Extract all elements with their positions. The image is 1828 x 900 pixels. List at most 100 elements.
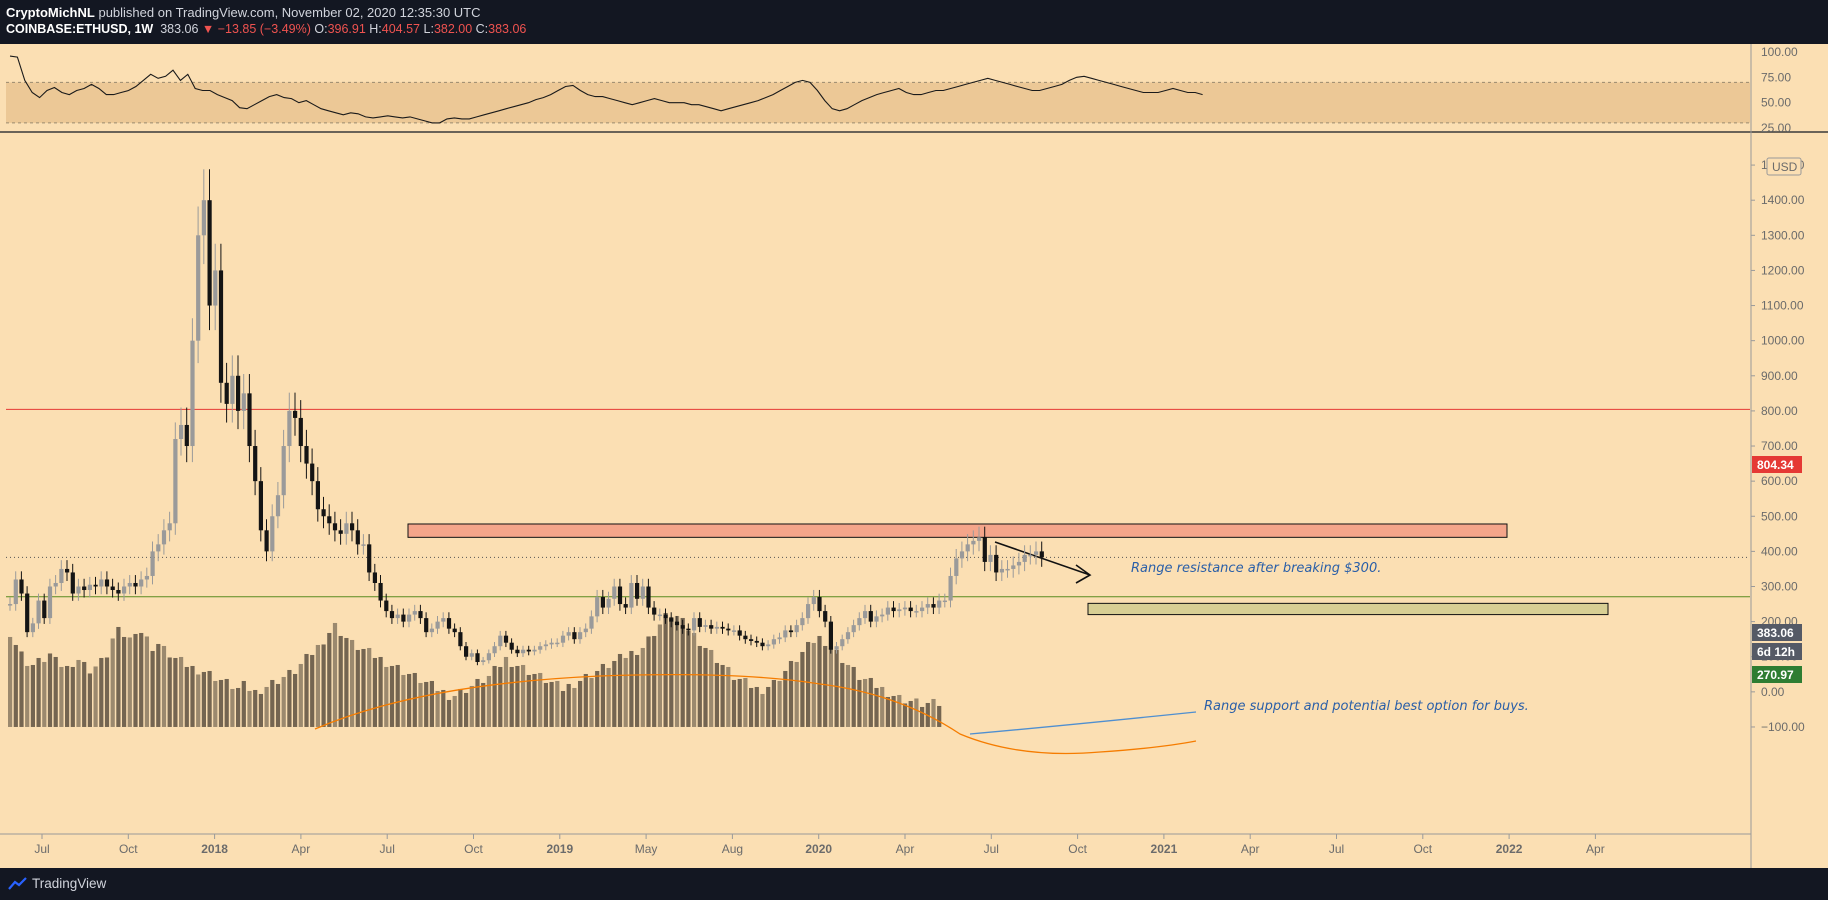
volume-bar [361, 648, 366, 727]
volume-bar [509, 666, 514, 727]
volume-bar [412, 672, 417, 727]
candle-body [30, 623, 35, 633]
volume-bar [646, 636, 651, 727]
volume-bar [441, 689, 446, 727]
chart-area[interactable]: 1500.001400.001300.001200.001100.001000.… [0, 44, 1828, 868]
candle-body [880, 614, 885, 617]
candle-body [709, 625, 714, 629]
volume-bar [87, 673, 92, 727]
price-tick-label: 400.00 [1761, 544, 1798, 558]
candle-body [36, 600, 41, 624]
candle-body [743, 635, 748, 640]
candle-body [885, 607, 890, 615]
candle-body [863, 611, 868, 619]
volume-bar [686, 630, 691, 727]
publish-info: CryptoMichNL published on TradingView.co… [6, 5, 481, 20]
time-tick-label: May [635, 842, 658, 856]
support-price-label: 270.97 [1757, 668, 1794, 682]
candle-body [777, 637, 782, 640]
volume-bar [65, 665, 70, 727]
candle-body [1039, 551, 1044, 558]
rsi-band [6, 82, 1750, 123]
candle-body [82, 586, 87, 591]
price-tick-label: 600.00 [1761, 474, 1798, 488]
candle-body [857, 618, 862, 626]
volume-bar [241, 680, 246, 727]
candle-body [600, 597, 605, 608]
candle-body [845, 632, 851, 640]
volume-bar [475, 678, 480, 727]
volume-bar [851, 666, 856, 727]
volume-bar [355, 649, 360, 727]
volume-bar [863, 678, 868, 727]
candle-body [236, 375, 241, 411]
candle-body [361, 544, 366, 546]
volume-bar [344, 637, 349, 727]
volume-bar [139, 632, 144, 727]
volume-bar [446, 699, 452, 727]
volume-bar [623, 657, 628, 727]
time-axis[interactable]: Jul Oct 2018 Apr Jul Oct 2019 May Aug 2020 Apr Jul O… [0, 833, 1751, 856]
candle-body [213, 270, 218, 306]
candle-body [298, 417, 303, 447]
price-pane[interactable] [6, 169, 1750, 755]
volume-bar [714, 662, 719, 727]
candle-body [144, 575, 149, 580]
price-tick-label: 1100.00 [1761, 299, 1804, 313]
volume-bar [692, 632, 697, 727]
candle-body [771, 639, 776, 645]
candle-body [327, 516, 332, 524]
candle-body [418, 611, 423, 619]
candle-body [811, 597, 816, 605]
price-tick-label: 500.00 [1761, 509, 1798, 523]
candle-body [965, 544, 970, 552]
candle-body [714, 626, 719, 629]
tradingview-logo-icon[interactable] [8, 877, 28, 891]
candle-body [367, 544, 372, 573]
volume-bar [127, 637, 132, 727]
volume-bar [8, 636, 13, 727]
volume-bar [669, 616, 674, 727]
volume-bar [389, 665, 395, 727]
candle-body [566, 632, 571, 636]
rsi-pane[interactable] [0, 55, 1828, 133]
volume-bar [794, 661, 799, 727]
close-label: C: [475, 22, 489, 36]
candle-body [104, 579, 110, 587]
candle-body [412, 611, 417, 615]
volume-bar [201, 671, 206, 727]
candle-body [167, 523, 172, 531]
volume-bar [766, 686, 771, 727]
volume-bar [868, 677, 873, 727]
volume-bar [93, 666, 98, 727]
candle-body [355, 530, 360, 545]
volume-bar [435, 690, 440, 727]
volume-bar [640, 647, 645, 727]
candle-body [76, 586, 81, 594]
time-tick-label: Oct [119, 842, 138, 856]
volume-bar [30, 664, 35, 727]
candle-body [560, 635, 566, 643]
author-name[interactable]: CryptoMichNL [6, 5, 95, 20]
volume-bar [218, 679, 224, 727]
candle-body [424, 618, 429, 633]
volume-bar [498, 666, 503, 727]
time-tick-label: Apr [896, 842, 915, 856]
price-tick-label: 1400.00 [1761, 193, 1805, 207]
candle-body [1011, 565, 1016, 569]
candle-body [173, 439, 178, 524]
candle-body [828, 621, 833, 650]
candle-body [247, 393, 252, 447]
tradingview-brand[interactable]: TradingView [32, 876, 107, 891]
candle-body [378, 582, 383, 601]
candle-body [749, 639, 754, 641]
price-tick-label: 300.00 [1761, 580, 1798, 594]
candle-body [338, 530, 343, 534]
candle-body [344, 523, 349, 534]
volume-bar [458, 688, 463, 727]
volume-bar [914, 698, 919, 727]
time-tick-label: Oct [464, 842, 483, 856]
candle-body [429, 628, 434, 633]
volume-bar [321, 644, 326, 727]
symbol-label[interactable]: COINBASE:ETHUSD, 1W [6, 22, 154, 36]
